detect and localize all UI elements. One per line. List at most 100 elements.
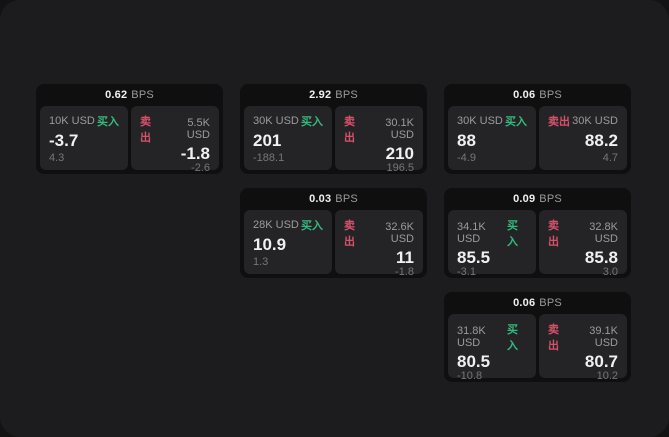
sell-panel-top: 卖出 39.1K USD	[548, 321, 618, 353]
spread-header: 0.06 BPS	[444, 84, 631, 106]
quote-card: 0.06 BPS 30K USD 买入 88 -4.9 卖出 30K USD 8…	[444, 84, 631, 174]
buy-price: 85.5	[457, 248, 491, 267]
buy-price: 201	[253, 131, 282, 150]
bps-unit-label: BPS	[539, 297, 562, 309]
spread-header: 0.62 BPS	[36, 84, 223, 106]
buy-price: 80.5	[457, 352, 491, 371]
bps-unit-label: BPS	[539, 193, 562, 205]
buy-side-label: 买入	[97, 116, 119, 128]
buy-side-label: 买入	[301, 220, 323, 232]
quote-panels: 31.8K USD 买入 80.5 -10.8 卖出 39.1K USD 80.…	[444, 314, 631, 382]
quote-panels: 30K USD 买入 88 -4.9 卖出 30K USD 88.2 4.7	[444, 106, 631, 174]
spread-header: 0.09 BPS	[444, 188, 631, 210]
buy-change: -10.8	[457, 370, 483, 382]
spread-header: 2.92 BPS	[240, 84, 427, 106]
buy-side-label: 买入	[505, 116, 527, 128]
sell-change: 3.0	[602, 266, 618, 278]
sell-price: 85.8	[584, 248, 618, 267]
buy-panel-top: 31.8K USD 买入	[457, 321, 527, 353]
quote-panels: 30K USD 买入 201 -188.1 卖出 30.1K USD 210 1…	[240, 106, 427, 174]
quote-card: 0.62 BPS 10K USD 买入 -3.7 4.3 卖出 5.5K USD…	[36, 84, 223, 174]
buy-panel[interactable]: 31.8K USD 买入 80.5 -10.8	[448, 314, 536, 382]
buy-panel-top: 10K USD 买入	[49, 113, 119, 129]
quote-card: 2.92 BPS 30K USD 买入 201 -188.1 卖出 30.1K …	[240, 84, 427, 174]
sell-side-label: 卖出	[548, 116, 570, 128]
sell-panel[interactable]: 卖出 39.1K USD 80.7 10.2	[539, 314, 627, 382]
sell-side-label: 卖出	[344, 116, 355, 144]
buy-change: -4.9	[457, 152, 476, 164]
buy-amount: 31.8K USD	[457, 325, 486, 349]
sell-amount: 30.1K USD	[385, 117, 414, 141]
spread-value: 0.06	[513, 89, 536, 101]
sell-panel-top: 卖出 30.1K USD	[344, 113, 414, 145]
buy-amount: 10K USD	[49, 115, 95, 127]
buy-change: 1.3	[253, 256, 269, 268]
bps-unit-label: BPS	[335, 89, 358, 101]
sell-amount: 39.1K USD	[589, 325, 618, 349]
buy-panel[interactable]: 28K USD 买入 10.9 1.3	[244, 210, 332, 274]
buy-price: -3.7	[49, 131, 79, 150]
buy-price: 88	[457, 131, 476, 150]
sell-panel[interactable]: 卖出 30.1K USD 210 196.5	[335, 106, 423, 174]
sell-amount: 32.6K USD	[385, 221, 414, 245]
spread-value: 0.06	[513, 297, 536, 309]
buy-panel-top: 34.1K USD 买入	[457, 217, 527, 249]
sell-side-label: 卖出	[548, 220, 559, 248]
sell-change: 10.2	[596, 370, 618, 382]
buy-panel[interactable]: 34.1K USD 买入 85.5 -3.1	[448, 210, 536, 278]
spread-header: 0.06 BPS	[444, 292, 631, 314]
spread-value: 0.09	[513, 193, 536, 205]
sell-panel[interactable]: 卖出 32.6K USD 11 -1.8	[335, 210, 423, 278]
sell-price: -1.8	[180, 144, 210, 163]
quote-card: 0.03 BPS 28K USD 买入 10.9 1.3 卖出 32.6K US…	[240, 188, 427, 278]
buy-panel[interactable]: 30K USD 买入 88 -4.9	[448, 106, 536, 170]
sell-side-label: 卖出	[140, 116, 151, 144]
bps-unit-label: BPS	[335, 193, 358, 205]
sell-price: 11	[396, 248, 414, 267]
buy-panel[interactable]: 30K USD 买入 201 -188.1	[244, 106, 332, 170]
buy-panel-top: 30K USD 买入	[253, 113, 323, 129]
sell-panel[interactable]: 卖出 30K USD 88.2 4.7	[539, 106, 627, 170]
bps-unit-label: BPS	[131, 89, 154, 101]
sell-change: 196.5	[386, 162, 414, 174]
buy-panel-top: 28K USD 买入	[253, 217, 323, 233]
buy-change: -188.1	[253, 152, 285, 164]
bps-unit-label: BPS	[539, 89, 562, 101]
quote-panels: 34.1K USD 买入 85.5 -3.1 卖出 32.8K USD 85.8…	[444, 210, 631, 278]
quote-card: 0.06 BPS 31.8K USD 买入 80.5 -10.8 卖出 39.1…	[444, 292, 631, 382]
buy-side-label: 买入	[507, 324, 519, 352]
sell-price: 88.2	[584, 131, 618, 150]
spread-header: 0.03 BPS	[240, 188, 427, 210]
sell-panel-top: 卖出 5.5K USD	[140, 113, 210, 145]
buy-amount: 30K USD	[457, 115, 503, 127]
buy-price: 10.9	[253, 235, 287, 254]
sell-amount: 32.8K USD	[589, 221, 618, 245]
buy-panel[interactable]: 10K USD 买入 -3.7 4.3	[40, 106, 128, 170]
sell-panel-top: 卖出 32.8K USD	[548, 217, 618, 249]
sell-price: 210	[385, 144, 414, 163]
quote-card: 0.09 BPS 34.1K USD 买入 85.5 -3.1 卖出 32.8K…	[444, 188, 631, 278]
quote-panels: 10K USD 买入 -3.7 4.3 卖出 5.5K USD -1.8 -2.…	[36, 106, 223, 174]
sell-change: -2.6	[191, 162, 210, 174]
buy-change: 4.3	[49, 152, 65, 164]
buy-amount: 34.1K USD	[457, 221, 486, 245]
sell-side-label: 卖出	[344, 220, 355, 248]
buy-amount: 30K USD	[253, 115, 299, 127]
spread-value: 0.62	[105, 89, 128, 101]
sell-panel[interactable]: 卖出 32.8K USD 85.8 3.0	[539, 210, 627, 278]
buy-side-label: 买入	[507, 220, 519, 248]
sell-change: 4.7	[602, 152, 618, 164]
spread-value: 2.92	[309, 89, 332, 101]
sell-side-label: 卖出	[548, 324, 559, 352]
sell-panel-top: 卖出 32.6K USD	[344, 217, 414, 249]
buy-panel-top: 30K USD 买入	[457, 113, 527, 129]
sell-panel[interactable]: 卖出 5.5K USD -1.8 -2.6	[131, 106, 219, 174]
buy-side-label: 买入	[301, 116, 323, 128]
quote-panels: 28K USD 买入 10.9 1.3 卖出 32.6K USD 11 -1.8	[240, 210, 427, 278]
spread-value: 0.03	[309, 193, 332, 205]
sell-amount: 30K USD	[572, 115, 618, 127]
sell-change: -1.8	[395, 266, 414, 278]
sell-amount: 5.5K USD	[186, 117, 210, 141]
buy-amount: 28K USD	[253, 219, 299, 231]
